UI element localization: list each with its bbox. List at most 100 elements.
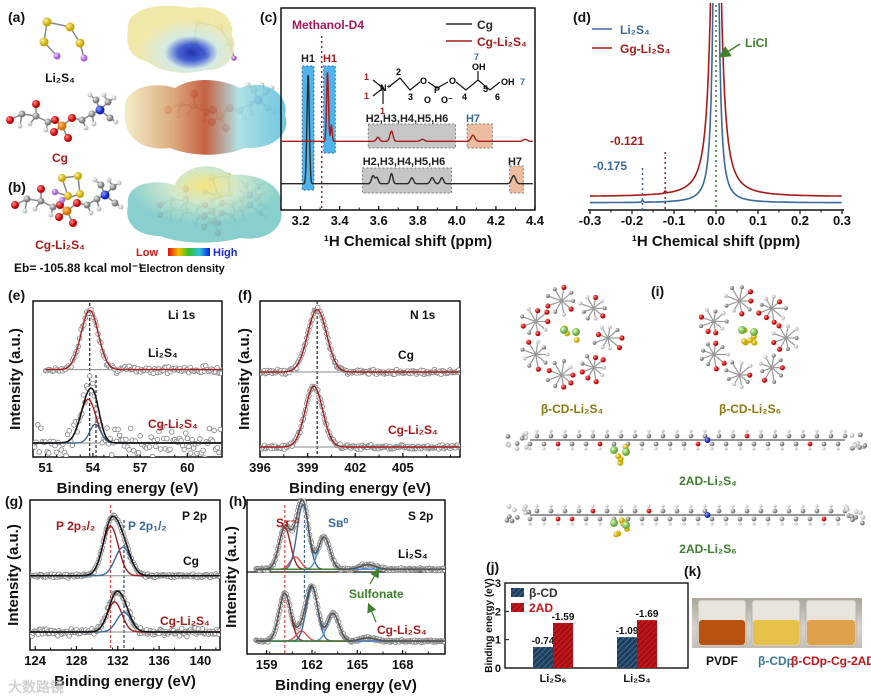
atom xyxy=(674,433,680,439)
bond xyxy=(586,297,595,309)
adamantane-atom xyxy=(523,445,529,450)
vial-photo xyxy=(692,598,862,648)
data-point xyxy=(197,436,203,442)
atom-o-minus: O⁻ xyxy=(441,95,453,105)
x-tick-label: -0.1 xyxy=(663,213,685,228)
atom-h xyxy=(668,447,672,451)
atom-li xyxy=(58,196,66,204)
atom-h xyxy=(647,429,651,433)
bond xyxy=(607,329,618,339)
atom xyxy=(771,294,776,299)
atom xyxy=(625,516,631,522)
h7-cg-li2s4-box xyxy=(466,123,493,149)
data-point xyxy=(189,436,195,443)
data-point xyxy=(181,446,187,453)
y-tick-label: 0 xyxy=(495,663,501,675)
atom xyxy=(569,441,575,447)
label-cg-li2s4: Cg-Li₂S₄ xyxy=(35,238,85,252)
atom-h xyxy=(563,504,567,508)
x-tick-label: 136 xyxy=(148,653,170,668)
bond xyxy=(560,360,565,376)
panel-label-b: (b) xyxy=(8,179,26,195)
fit-component xyxy=(45,309,222,371)
y-axis-label: Intensity (a.u.) xyxy=(223,526,240,628)
atom-c xyxy=(93,195,101,203)
data-point xyxy=(126,447,132,453)
atom xyxy=(593,294,599,301)
atom xyxy=(543,327,548,332)
position-3: 3 xyxy=(408,92,413,102)
atom xyxy=(520,323,526,329)
atom xyxy=(821,516,827,522)
atom-h xyxy=(83,125,89,131)
atom-h xyxy=(48,212,54,218)
atom-h xyxy=(598,447,602,451)
bond xyxy=(771,355,775,368)
panel-label-f: (f) xyxy=(238,287,252,303)
data-point xyxy=(186,443,192,450)
atom xyxy=(713,309,718,314)
atom-h xyxy=(717,504,721,508)
atom xyxy=(535,366,541,372)
bar-value-label: -1.69 xyxy=(636,609,659,620)
adamantane-atom xyxy=(504,517,510,523)
atom-h xyxy=(689,429,693,433)
atom xyxy=(569,290,574,295)
nmr-chart-d: -0.3 -0.2 -0.1 0.0 0.1 0.2 0.3 ¹H Chemical shif… xyxy=(579,3,851,250)
data-point xyxy=(154,436,161,443)
atom-h xyxy=(113,119,119,125)
atom-o xyxy=(37,185,45,193)
nmr-chart-c: 3.2 3.4 3.6 3.8 4.0 4.2 4.4 ¹H Chemical shift (… xyxy=(280,7,545,250)
series-line-li2s4 xyxy=(590,3,842,204)
atom xyxy=(744,508,750,514)
atom-h xyxy=(801,504,805,508)
trace-label-cg-li2s4: Cg-Li₂S₄ xyxy=(148,417,198,431)
panel-label-h: (h) xyxy=(229,493,247,509)
adamantane-atom xyxy=(519,435,525,441)
atom xyxy=(569,516,575,522)
atom-h xyxy=(542,447,546,451)
atom-h xyxy=(668,522,672,526)
plot-area xyxy=(260,301,460,457)
data-point xyxy=(211,427,217,434)
atom xyxy=(553,383,558,388)
atom xyxy=(607,325,612,330)
sulfonate-arrow xyxy=(369,567,380,585)
atom xyxy=(646,433,652,439)
atom-li xyxy=(51,188,59,196)
atom xyxy=(706,362,711,367)
atom xyxy=(552,287,557,292)
atom xyxy=(828,508,834,514)
atom xyxy=(543,360,548,365)
fit-envelope xyxy=(33,387,222,444)
atom xyxy=(720,326,725,331)
atom-h xyxy=(773,504,777,508)
atom xyxy=(595,331,602,338)
data-point xyxy=(116,432,123,439)
x-axis-label: Binding energy (eV) xyxy=(275,677,417,694)
atom-h xyxy=(675,504,679,508)
electron-density-colorbar xyxy=(168,248,210,256)
atom xyxy=(724,303,729,308)
atom xyxy=(607,346,612,351)
adamantane-atom xyxy=(523,435,529,441)
bond xyxy=(713,312,725,322)
y-axis-label: Intensity (a.u.) xyxy=(7,328,24,430)
atom xyxy=(585,354,590,359)
atom xyxy=(781,315,786,320)
atom-h xyxy=(549,429,553,433)
atom xyxy=(583,516,589,522)
atom xyxy=(793,441,799,447)
atom xyxy=(835,441,841,447)
trace-label-cg: Cg xyxy=(398,348,414,362)
data-point xyxy=(135,449,142,456)
atom-c xyxy=(78,116,86,124)
atom xyxy=(705,328,711,334)
atom xyxy=(747,372,753,378)
bond xyxy=(738,287,743,302)
atom xyxy=(776,299,783,305)
bar-value-label: -1.59 xyxy=(552,612,575,623)
position-2: 2 xyxy=(396,67,401,77)
data-point xyxy=(164,435,170,442)
atom xyxy=(579,369,585,375)
